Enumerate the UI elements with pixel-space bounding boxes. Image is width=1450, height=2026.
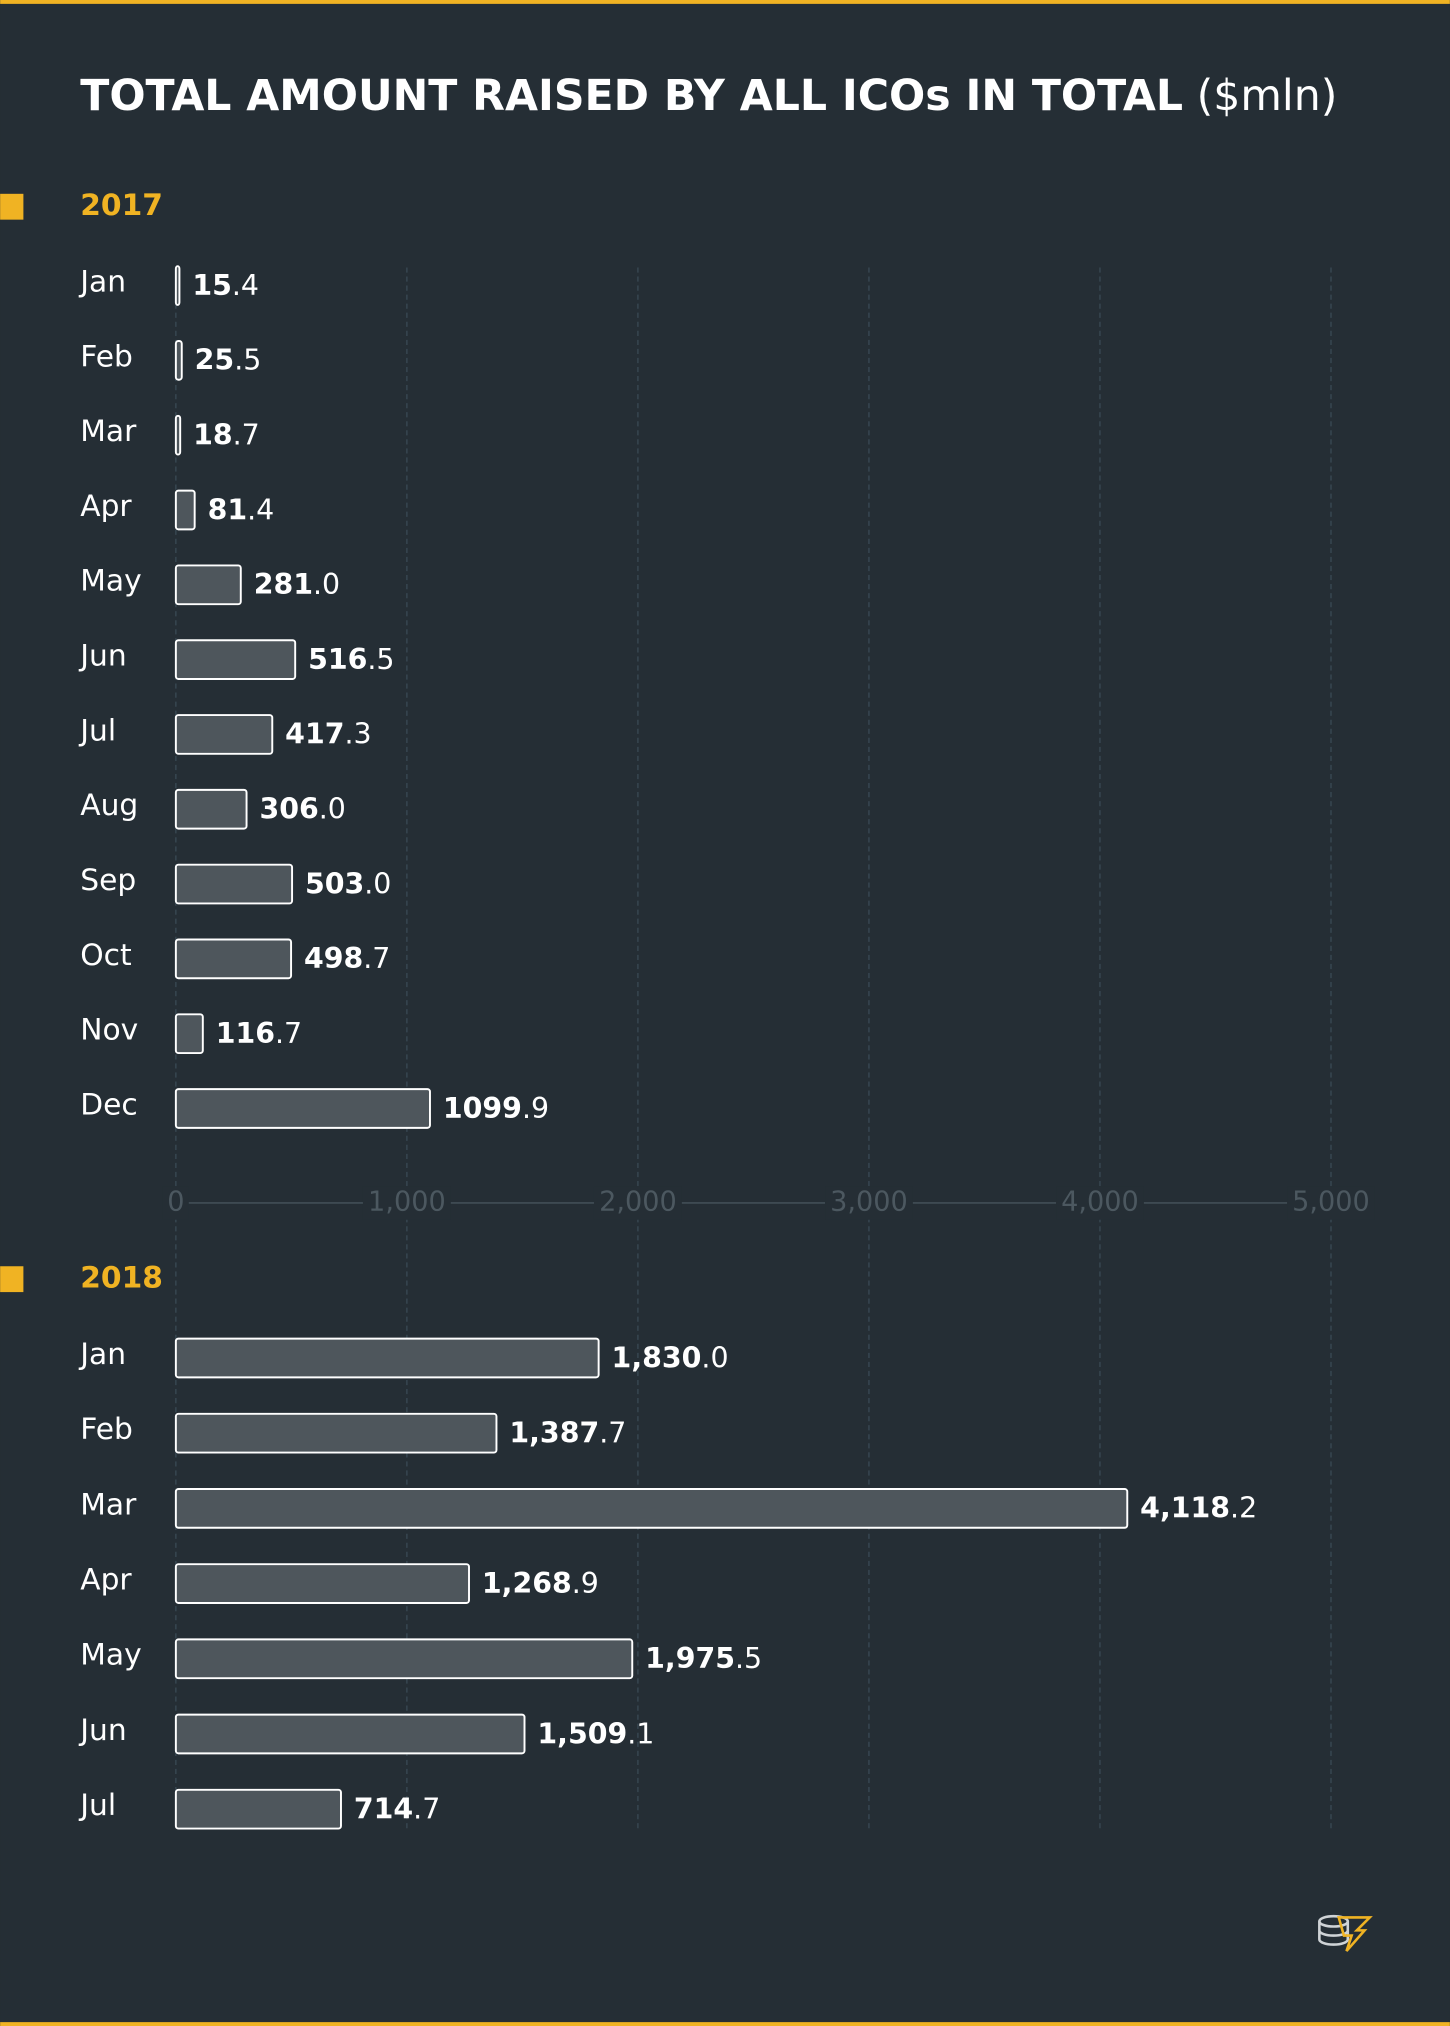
bar [174, 1563, 470, 1604]
bar [174, 788, 248, 830]
tick-label-bg [1056, 1186, 1144, 1220]
unit: ($mln) [1197, 71, 1338, 121]
bar [174, 714, 274, 755]
data-label: 516.5 [308, 643, 394, 676]
logo [1318, 1914, 1373, 1952]
top-border [0, 0, 1450, 4]
data-label: 498.7 [304, 942, 390, 975]
x-tick-label: 2,000 [599, 1186, 677, 1217]
year-marker [0, 1266, 24, 1293]
y-tick-label: Jun [78, 639, 126, 674]
y-tick-label: Feb [80, 339, 133, 374]
data-label: 25.5 [195, 344, 262, 377]
bar [174, 1788, 342, 1830]
data-label: 116.7 [216, 1017, 302, 1050]
data-label: 714.7 [354, 1792, 440, 1825]
x-tick-label: 1,000 [368, 1186, 446, 1217]
bar [174, 639, 297, 680]
data-label: 1,387.7 [509, 1416, 626, 1449]
data-label: 15.4 [192, 269, 259, 302]
data-label: 18.7 [193, 418, 260, 451]
bar [174, 414, 182, 456]
bar [174, 1713, 526, 1755]
chart-subtitle: 2017 [80, 188, 163, 223]
bar [174, 938, 293, 980]
x-tick-label: 4,000 [1061, 1186, 1139, 1217]
bar [174, 1337, 600, 1379]
y-tick-label: May [80, 564, 141, 599]
bottom-border [0, 2022, 1450, 2026]
tick-label-bg [825, 1186, 913, 1220]
data-label: 81.4 [208, 493, 275, 526]
y-tick-label: Mar [80, 414, 137, 449]
year-marker [0, 193, 24, 220]
y-tick-label: Jan [78, 1337, 126, 1372]
bar [174, 1412, 498, 1454]
bar [174, 489, 196, 531]
y-tick-label: Apr [80, 1563, 132, 1598]
data-label: 1,268.9 [482, 1567, 599, 1600]
y-tick-label: Jul [78, 713, 116, 748]
y-tick-label: Mar [80, 1487, 137, 1522]
y-tick-label: May [80, 1638, 141, 1673]
chart-title: TOTAL AMOUNT RAISED BY ALL ICOs IN TOTAL… [80, 71, 1337, 121]
tick-label-bg [162, 1186, 189, 1220]
data-label: 417.3 [285, 718, 371, 751]
bar [174, 1488, 1129, 1529]
y-tick-label: Jul [78, 1788, 116, 1823]
y-tick-label: Jan [78, 264, 126, 299]
y-tick-label: Dec [80, 1087, 137, 1122]
bar [174, 265, 181, 306]
bar [174, 1638, 634, 1680]
bar [174, 564, 242, 606]
bar [174, 1013, 204, 1055]
y-tick-label: Sep [80, 863, 136, 898]
chart-subtitle: 2018 [80, 1261, 163, 1296]
bar [174, 863, 294, 905]
tick-label-bg [362, 1186, 451, 1220]
y-tick-label: Oct [80, 938, 131, 973]
y-tick-label: Nov [80, 1013, 138, 1048]
y-tick-label: Feb [80, 1412, 133, 1447]
bar [174, 1088, 431, 1129]
data-label: 306.0 [259, 793, 345, 826]
x-tick-label: 3,000 [830, 1186, 908, 1217]
bar [174, 340, 183, 381]
data-label: 1,830.0 [612, 1341, 729, 1374]
y-tick-label: Jun [78, 1713, 126, 1748]
data-label: 4,118.2 [1140, 1492, 1257, 1525]
x-tick-label: 5,000 [1292, 1186, 1370, 1217]
x-tick-label: 0 [167, 1186, 184, 1217]
y-tick-label: Aug [80, 788, 138, 823]
tick-label-bg [1287, 1186, 1375, 1220]
data-label: 1099.9 [443, 1092, 549, 1125]
tick-label-bg [593, 1186, 682, 1220]
title: TOTAL AMOUNT RAISED BY ALL ICOs IN TOTAL [80, 71, 1183, 121]
data-label: 281.0 [254, 568, 340, 601]
data-label: 503.0 [305, 867, 391, 900]
y-tick-label: Apr [80, 489, 132, 524]
data-label: 1,975.5 [645, 1642, 762, 1675]
data-label: 1,509.1 [537, 1717, 654, 1750]
